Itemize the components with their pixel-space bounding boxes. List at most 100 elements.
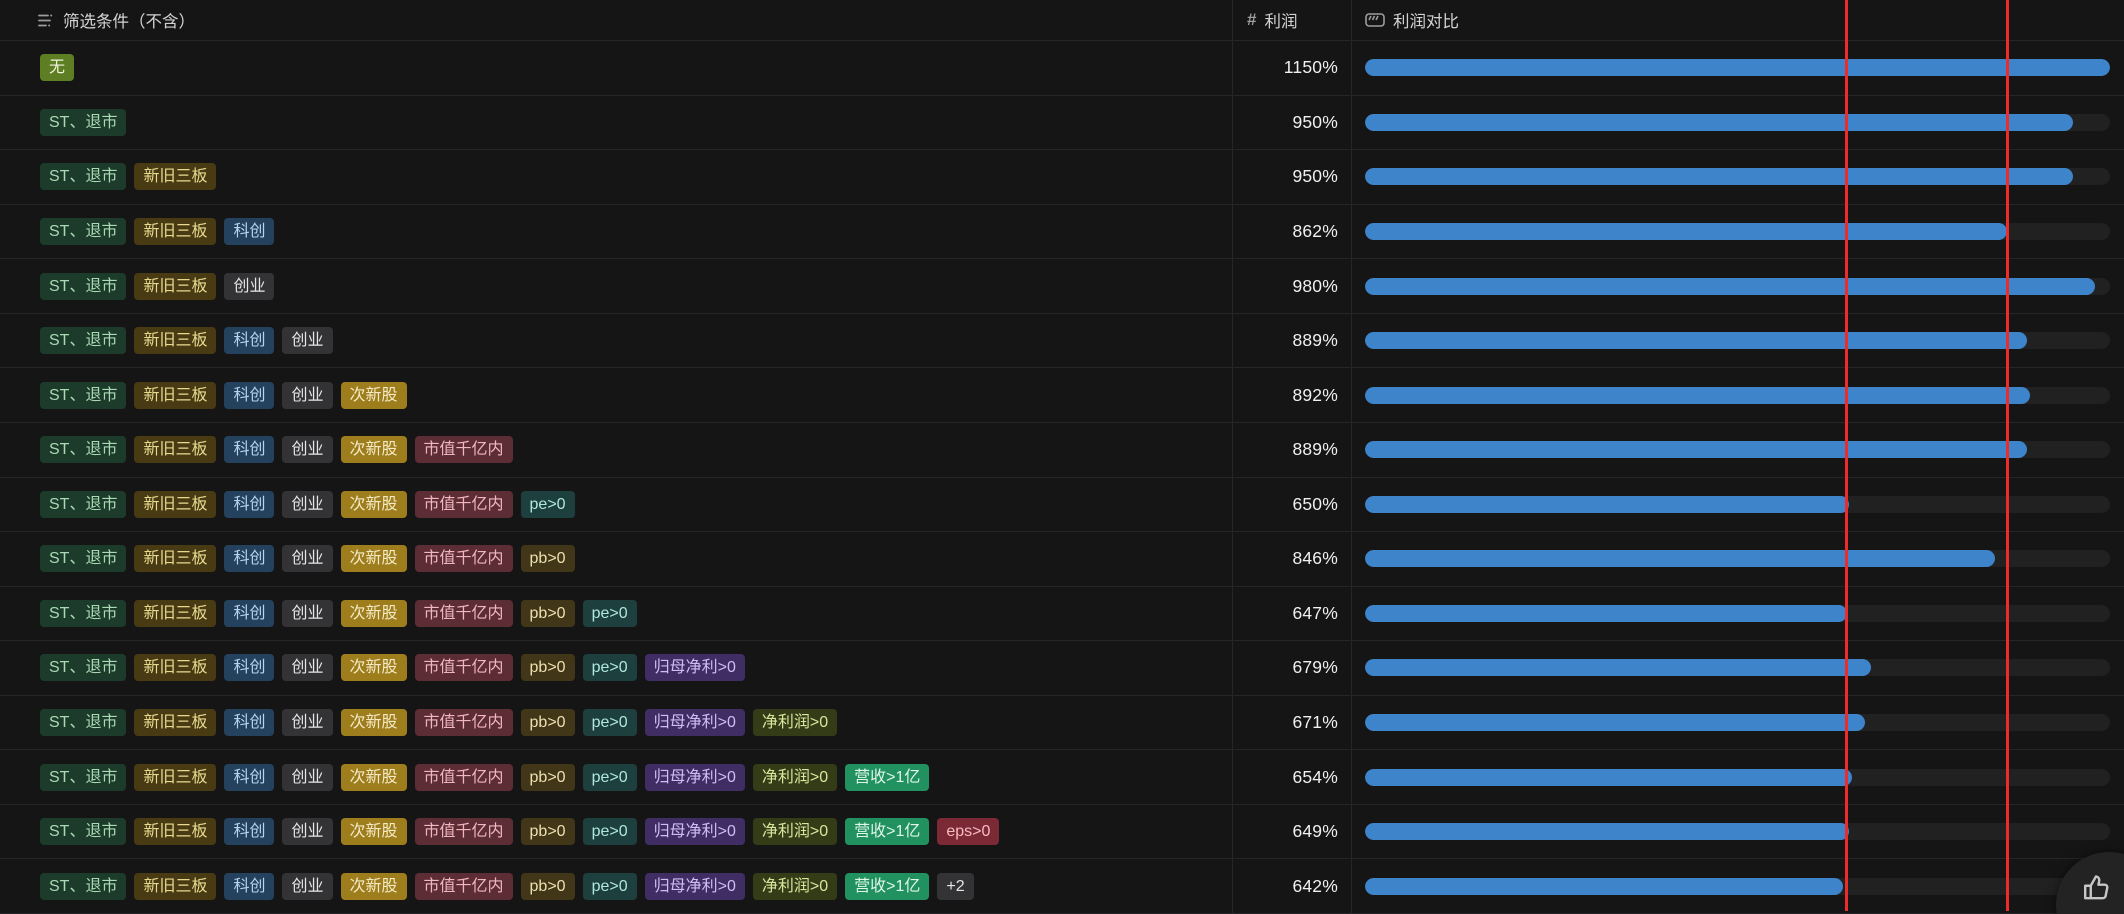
profit-bar-track (1365, 550, 2110, 568)
filter-list-icon (36, 11, 55, 30)
tag-chip: 创业 (282, 763, 333, 791)
thumbs-up-icon (2084, 875, 2109, 900)
table-row[interactable]: 无 1150% (0, 41, 2124, 96)
tag-chip: 新旧三板 (134, 654, 217, 682)
profit-bar-track (1365, 441, 2110, 459)
table-row[interactable]: ST、退市 新旧三板 创业 980% (0, 259, 2124, 314)
profit-cell: 980% (1233, 259, 1352, 313)
profit-bar-fill (1365, 332, 2028, 350)
tag-chip: pe>0 (582, 654, 637, 682)
table-row[interactable]: ST、退市 新旧三板 科创 创业 次新股 892% (0, 368, 2124, 423)
filter-column-label: 筛选条件（不含） (63, 13, 195, 31)
tag-chip: 新旧三板 (134, 545, 217, 573)
table-row[interactable]: ST、退市 新旧三板 科创 创业 次新股 市值千亿内 pb>0 pe>0 归母净利>0 净利润>0… (0, 859, 2124, 914)
filter-column-header[interactable]: 筛选条件（不含） (0, 0, 1233, 40)
tag-chip: 创业 (282, 709, 333, 737)
profit-value: 642% (1292, 875, 1338, 896)
table-row[interactable]: ST、退市 新旧三板 科创 创业 次新股 市值千亿内 pb>0 pe>0 归母净利>0 净利润>0… (0, 804, 2124, 860)
filter-tags-cell: ST、退市 新旧三板 创业 (0, 259, 1233, 313)
tag-chip: 市值千亿内 (414, 545, 513, 573)
tag-chip: 净利润>0 (752, 709, 838, 737)
table-row[interactable]: ST、退市 新旧三板 科创 创业 次新股 市值千亿内 889% (0, 422, 2124, 478)
profit-cell: 950% (1233, 150, 1352, 204)
table-row[interactable]: ST、退市 新旧三板 科创 创业 次新股 市值千亿内 pe>0 650% (0, 477, 2124, 533)
profit-value: 889% (1292, 439, 1338, 460)
tag-chip: ST、退市 (40, 436, 127, 464)
tag-chip: 营收>1亿 (845, 872, 930, 900)
tag-chip: 科创 (224, 381, 275, 409)
filter-tags-cell: ST、退市 新旧三板 (0, 150, 1233, 204)
red-marker-line-1 (1844, 0, 1848, 911)
profit-bar-track (1365, 659, 2110, 677)
filter-tags-cell: ST、退市 新旧三板 科创 (0, 204, 1233, 259)
profit-cell: 647% (1233, 586, 1352, 641)
table-row[interactable]: ST、退市 新旧三板 科创 创业 次新股 市值千亿内 pb>0 pe>0 归母净利>0 679% (0, 641, 2124, 696)
tag-chip: pb>0 (520, 545, 575, 573)
profit-bar-track (1365, 768, 2110, 786)
tag-chip: 次新股 (340, 599, 407, 627)
compare-column-header[interactable]: 利润对比 (1352, 0, 2124, 40)
tag-chip: 创业 (282, 490, 333, 518)
profit-column-header[interactable]: # 利润 (1233, 0, 1352, 40)
profit-value: 889% (1292, 330, 1338, 351)
table-row[interactable]: ST、退市 新旧三板 科创 创业 次新股 市值千亿内 pb>0 pe>0 归母净利>0 净利润>0… (0, 750, 2124, 805)
tag-chip: 次新股 (340, 545, 407, 573)
profit-bar-fill (1365, 113, 2073, 131)
tag-chip: 市值千亿内 (414, 436, 513, 464)
table-row[interactable]: ST、退市 新旧三板 科创 862% (0, 204, 2124, 260)
compare-cell (1352, 96, 2124, 150)
profit-bar-track (1365, 604, 2110, 622)
tag-chip: ST、退市 (40, 163, 127, 191)
tag-chip: ST、退市 (40, 818, 127, 846)
tag-chip: 新旧三板 (134, 272, 217, 300)
tag-chip: 净利润>0 (752, 818, 838, 846)
tag-chip: 创业 (282, 654, 333, 682)
profit-bar-fill (1365, 495, 1850, 513)
filter-tags-cell: ST、退市 新旧三板 科创 创业 次新股 市值千亿内 pb>0 (0, 532, 1233, 586)
profit-bar-fill (1365, 714, 1865, 732)
profit-cell: 889% (1233, 422, 1352, 477)
tag-chip: 归母净利>0 (644, 709, 745, 737)
tag-chip: pb>0 (520, 818, 575, 846)
tag-chip: ST、退市 (40, 381, 127, 409)
table-row[interactable]: ST、退市 新旧三板 科创 创业 889% (0, 313, 2124, 369)
profit-value: 654% (1292, 766, 1338, 787)
tag-chip: 科创 (224, 217, 275, 245)
compare-cell (1352, 859, 2124, 913)
table-row[interactable]: ST、退市 950% (0, 95, 2124, 151)
tag-chip: 创业 (282, 327, 333, 355)
profit-cell: 650% (1233, 477, 1352, 532)
table-row[interactable]: ST、退市 新旧三板 科创 创业 次新股 市值千亿内 pb>0 pe>0 归母净利>0 净利润>0… (0, 695, 2124, 751)
profit-bar-fill (1365, 659, 1871, 677)
profit-cell: 649% (1233, 804, 1352, 859)
profit-bar-track (1365, 59, 2110, 77)
profit-bar-track (1365, 113, 2110, 131)
table-row[interactable]: ST、退市 新旧三板 950% (0, 150, 2124, 205)
table-row[interactable]: ST、退市 新旧三板 科创 创业 次新股 市值千亿内 pb>0 846% (0, 532, 2124, 587)
profit-value: 846% (1292, 548, 1338, 569)
filter-tags-cell: ST、退市 新旧三板 科创 创业 次新股 (0, 368, 1233, 422)
compare-cell (1352, 478, 2124, 532)
filter-tags-cell: ST、退市 新旧三板 科创 创业 次新股 市值千亿内 pb>0 pe>0 (0, 586, 1233, 641)
compare-cell (1352, 641, 2124, 695)
profit-value: 671% (1292, 712, 1338, 733)
tag-chip: 创业 (282, 381, 333, 409)
tag-chip: ST、退市 (40, 490, 127, 518)
profit-value: 950% (1292, 166, 1338, 187)
tag-chip: 创业 (282, 872, 333, 900)
profit-value: 647% (1292, 602, 1338, 623)
tag-chip: +2 (937, 872, 974, 900)
tag-chip: 新旧三板 (134, 163, 217, 191)
filter-tags-cell: ST、退市 (0, 95, 1233, 150)
tag-chip: 次新股 (340, 490, 407, 518)
filter-tags-cell: 无 (0, 41, 1233, 95)
profit-bar-fill (1365, 386, 2030, 404)
tag-chip: pb>0 (520, 654, 575, 682)
tag-chip: 新旧三板 (134, 872, 217, 900)
filter-tags-cell: ST、退市 新旧三板 科创 创业 (0, 313, 1233, 368)
table-row[interactable]: ST、退市 新旧三板 科创 创业 次新股 市值千亿内 pb>0 pe>0 647% (0, 586, 2124, 642)
profit-value: 1150% (1283, 57, 1338, 78)
progress-bar-icon (1365, 12, 1385, 28)
tag-chip: 营收>1亿 (845, 763, 930, 791)
